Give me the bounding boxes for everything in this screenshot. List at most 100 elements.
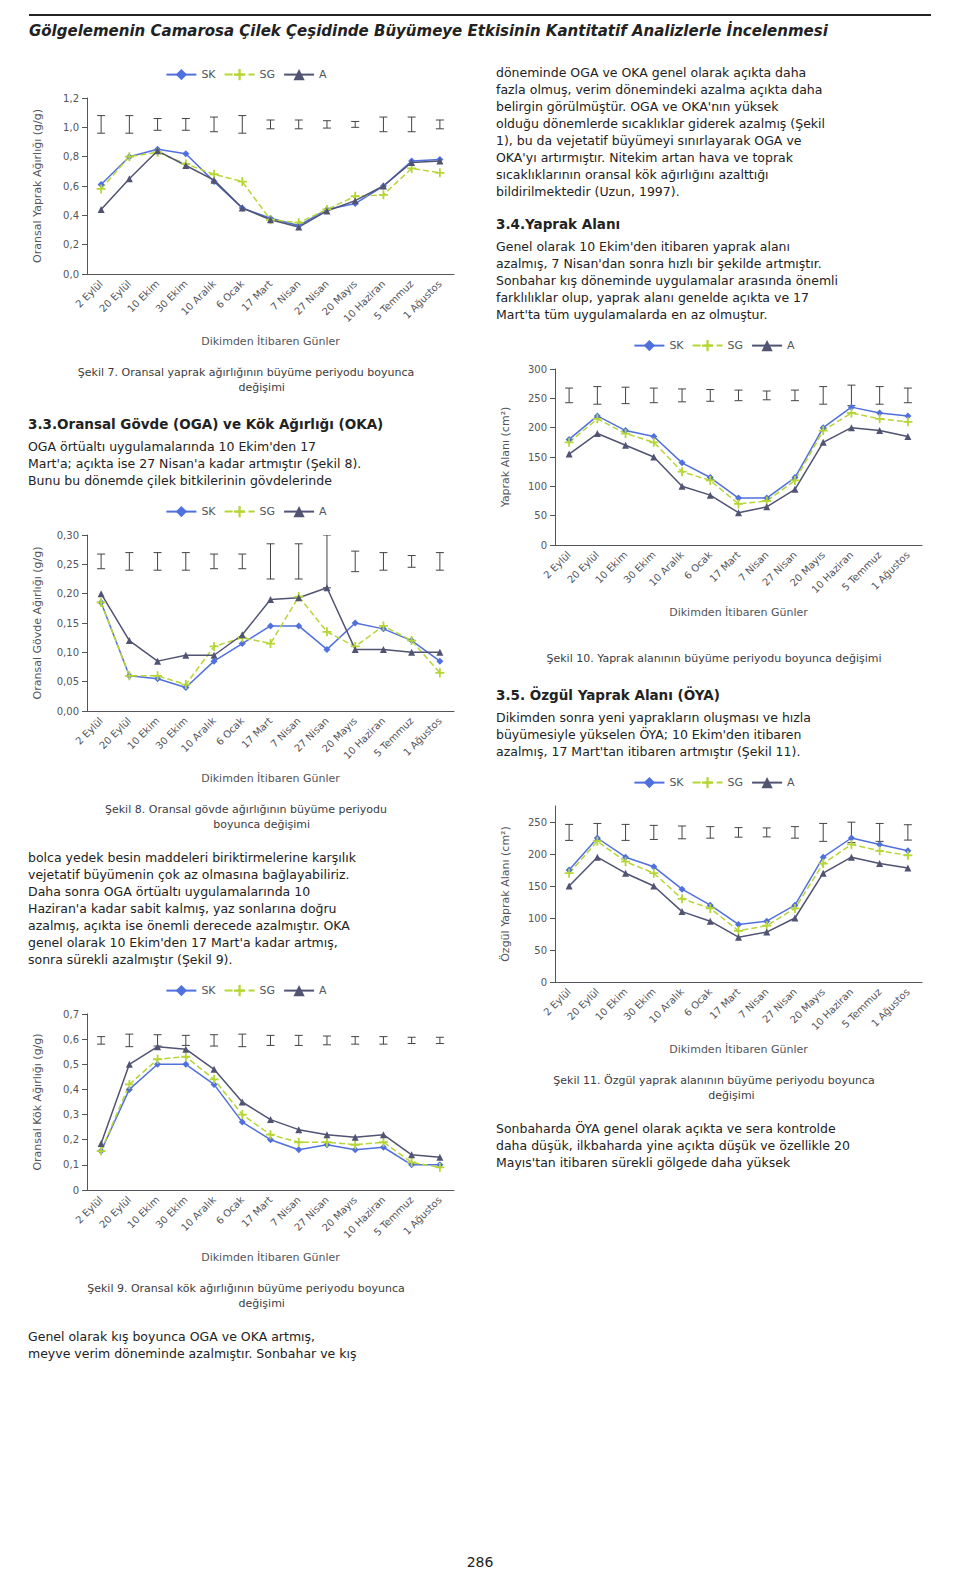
svg-text:0: 0 — [73, 1185, 79, 1196]
svg-text:Şekil 10. Yaprak alanının büyü: Şekil 10. Yaprak alanının büyüme periyod… — [546, 652, 881, 665]
svg-text:0,6: 0,6 — [63, 1034, 79, 1045]
svg-text:0,6: 0,6 — [63, 181, 79, 192]
svg-text:0: 0 — [541, 977, 547, 988]
svg-text:1 Ağustos: 1 Ağustos — [401, 715, 444, 758]
svg-text:10 Aralık: 10 Aralık — [179, 278, 218, 317]
svg-text:10 Haziran: 10 Haziran — [341, 278, 388, 325]
svg-text:200: 200 — [528, 422, 547, 433]
svg-text:0,20: 0,20 — [57, 588, 79, 599]
html-text:Dikimden sonra yeni yaprakları: Dikimden sonra yeni yaprakların oluşması… — [496, 710, 811, 759]
svg-text:değişimi: değişimi — [673, 1089, 754, 1102]
svg-text:0,25: 0,25 — [57, 559, 79, 570]
svg-text:Dikimden İtibaren Günler: Dikimden İtibaren Günler — [669, 606, 808, 619]
svg-text:Dikimden İtibaren Günler: Dikimden İtibaren Günler — [201, 1251, 340, 1264]
svg-text:Şekil 7. Oransal yaprak ağırlı: Şekil 7. Oransal yaprak ağırlığının büyü… — [78, 366, 414, 379]
svg-text:Şekil 8. Oransal gövde ağırlığ: Şekil 8. Oransal gövde ağırlığının büyüm… — [105, 803, 387, 816]
html-text:Sonbaharda ÖYA genel olarak aç: Sonbaharda ÖYA genel olarak açıkta ve se… — [496, 1121, 850, 1170]
svg-text:A: A — [319, 68, 327, 81]
svg-text:Oransal Yaprak Ağırlığı (g/g): Oransal Yaprak Ağırlığı (g/g) — [31, 109, 44, 263]
svg-text:0,8: 0,8 — [63, 151, 79, 162]
svg-text:değişimi: değişimi — [207, 381, 285, 394]
svg-text:1,2: 1,2 — [63, 93, 79, 104]
svg-text:17 Mart: 17 Mart — [707, 986, 742, 1021]
svg-text:250: 250 — [528, 817, 547, 828]
svg-text:SK: SK — [201, 505, 216, 518]
svg-text:SG: SG — [728, 776, 744, 789]
svg-text:Oransal Kök Ağırlığı (g/g): Oransal Kök Ağırlığı (g/g) — [31, 1033, 44, 1170]
svg-text:Şekil 11. Özgül yaprak alanını: Şekil 11. Özgül yaprak alanının büyüme p… — [553, 1074, 874, 1087]
svg-text:5 Temmuz: 5 Temmuz — [371, 1194, 416, 1238]
svg-text:SK: SK — [201, 68, 216, 81]
svg-text:17 Mart: 17 Mart — [239, 1194, 274, 1229]
svg-text:0: 0 — [541, 540, 547, 551]
svg-text:5 Temmuz: 5 Temmuz — [371, 715, 416, 759]
svg-text:değişimi: değişimi — [207, 1297, 285, 1310]
svg-text:0,10: 0,10 — [57, 647, 79, 658]
svg-text:0,2: 0,2 — [63, 1134, 79, 1145]
svg-text:10 Haziran: 10 Haziran — [341, 1194, 388, 1241]
svg-text:0,2: 0,2 — [63, 239, 79, 250]
svg-text:Şekil 9. Oransal kök ağırlığın: Şekil 9. Oransal kök ağırlığının büyüme … — [87, 1282, 405, 1295]
svg-text:SG: SG — [728, 339, 744, 352]
svg-text:boyunca değişimi: boyunca değişimi — [182, 818, 310, 831]
svg-text:0,1: 0,1 — [63, 1159, 79, 1170]
svg-text:0,05: 0,05 — [57, 676, 79, 687]
svg-text:A: A — [319, 984, 327, 997]
svg-text:10 Aralık: 10 Aralık — [647, 549, 686, 588]
svg-text:0,4: 0,4 — [63, 1084, 79, 1095]
svg-text:10 Aralık: 10 Aralık — [647, 986, 686, 1025]
svg-text:10 Haziran: 10 Haziran — [809, 986, 856, 1033]
svg-text:SK: SK — [669, 776, 684, 789]
svg-text:1 Ağustos: 1 Ağustos — [869, 549, 912, 592]
svg-text:10 Haziran: 10 Haziran — [341, 715, 388, 762]
html-text:bolca yedek besin maddeleri bi: bolca yedek besin maddeleri biriktirmele… — [28, 850, 356, 967]
svg-text:0,5: 0,5 — [63, 1059, 79, 1070]
svg-text:200: 200 — [528, 849, 547, 860]
svg-text:0,15: 0,15 — [57, 618, 79, 629]
svg-text:300: 300 — [528, 364, 547, 375]
svg-text:1 Ağustos: 1 Ağustos — [401, 278, 444, 321]
svg-text:A: A — [319, 505, 327, 518]
svg-text:Özgül Yaprak Alanı (cm²): Özgül Yaprak Alanı (cm²) — [499, 826, 512, 962]
svg-text:17 Mart: 17 Mart — [239, 278, 274, 313]
svg-text:17 Mart: 17 Mart — [239, 715, 274, 750]
svg-text:17 Mart: 17 Mart — [707, 549, 742, 584]
html-text:Genel olarak 10 Ekim'den itiba: Genel olarak 10 Ekim'den itibaren yaprak… — [496, 239, 839, 322]
svg-text:SG: SG — [260, 68, 276, 81]
svg-text:10 Haziran: 10 Haziran — [809, 549, 856, 596]
svg-text:150: 150 — [528, 452, 547, 463]
svg-text:Dikimden İtibaren Günler: Dikimden İtibaren Günler — [669, 1043, 808, 1056]
svg-text:0,0: 0,0 — [63, 269, 79, 280]
svg-text:1 Ağustos: 1 Ağustos — [869, 986, 912, 1029]
svg-text:A: A — [787, 339, 795, 352]
svg-text:SK: SK — [201, 984, 216, 997]
svg-text:50: 50 — [534, 945, 547, 956]
svg-text:Yaprak Alanı (cm²): Yaprak Alanı (cm²) — [499, 407, 512, 509]
html-text:OGA örtüaltı uygulamalarında 1: OGA örtüaltı uygulamalarında 10 Ekim'den… — [28, 439, 362, 488]
svg-text:1,0: 1,0 — [63, 122, 79, 133]
svg-text:Dikimden İtibaren Günler: Dikimden İtibaren Günler — [201, 772, 340, 785]
svg-text:0,00: 0,00 — [57, 706, 79, 717]
svg-text:0,7: 0,7 — [63, 1009, 79, 1020]
svg-text:5 Temmuz: 5 Temmuz — [839, 986, 884, 1030]
svg-text:5 Temmuz: 5 Temmuz — [371, 278, 416, 322]
svg-text:5 Temmuz: 5 Temmuz — [839, 549, 884, 593]
svg-text:10 Aralık: 10 Aralık — [179, 715, 218, 754]
svg-text:0,4: 0,4 — [63, 210, 79, 221]
svg-text:10 Aralık: 10 Aralık — [179, 1194, 218, 1233]
svg-text:Dikimden İtibaren Günler: Dikimden İtibaren Günler — [201, 335, 340, 348]
svg-text:150: 150 — [528, 881, 547, 892]
svg-text:100: 100 — [528, 913, 547, 924]
svg-text:250: 250 — [528, 393, 547, 404]
svg-text:50: 50 — [534, 510, 547, 521]
svg-text:A: A — [787, 776, 795, 789]
svg-text:1 Ağustos: 1 Ağustos — [401, 1194, 444, 1237]
svg-text:0,30: 0,30 — [57, 530, 79, 541]
svg-text:Oransal Gövde Ağırlığı (g/g): Oransal Gövde Ağırlığı (g/g) — [31, 547, 44, 700]
svg-text:0,3: 0,3 — [63, 1109, 79, 1120]
html-text:döneminde OGA ve OKA genel ola: döneminde OGA ve OKA genel olarak açıkta… — [496, 65, 825, 199]
svg-text:SG: SG — [260, 505, 276, 518]
svg-text:100: 100 — [528, 481, 547, 492]
svg-text:SG: SG — [260, 984, 276, 997]
svg-text:SK: SK — [669, 339, 684, 352]
